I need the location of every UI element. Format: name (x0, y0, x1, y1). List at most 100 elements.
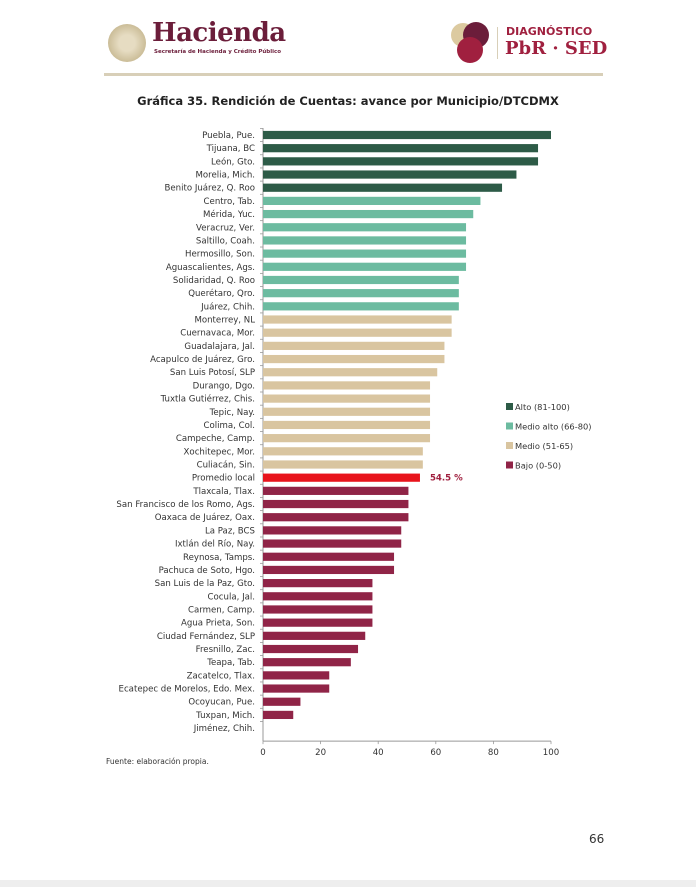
chart-title: Gráfica 35. Rendición de Cuentas: avance… (137, 94, 559, 108)
bar (263, 157, 539, 166)
bar (263, 671, 330, 680)
page-number: 66 (589, 832, 605, 846)
bar (263, 275, 459, 285)
category-label: Monterrey, NL (194, 316, 255, 326)
x-tick-label: 40 (373, 748, 384, 758)
bar (263, 223, 467, 232)
category-label: Carmen, Camp. (188, 605, 255, 615)
category-label: Tepic, Nay. (209, 408, 255, 418)
category-label: Fresnillo, Zac. (196, 645, 255, 655)
legend-swatch (506, 403, 513, 410)
category-label: Jiménez, Chih. (193, 723, 255, 734)
bar (263, 368, 438, 377)
x-tick-label: 100 (543, 748, 559, 758)
category-label: Mérida, Yuc. (203, 209, 255, 220)
category-label: Agua Prieta, Son. (181, 619, 255, 629)
category-label: Colima, Col. (203, 421, 255, 431)
legend-label: Medio alto (66-80) (515, 422, 592, 432)
category-label: San Francisco de los Romo, Ags. (116, 500, 255, 510)
bar (263, 447, 423, 456)
category-label: Ixtlán del Río, Nay. (175, 540, 255, 550)
legend-label: Medio (51-65) (515, 441, 573, 451)
bar (263, 658, 351, 667)
category-label: Puebla, Pue. (202, 131, 255, 141)
bar (263, 486, 409, 495)
category-label: Centro, Tab. (204, 197, 255, 207)
category-label: Zacatelco, Tlax. (187, 671, 255, 681)
bar (263, 552, 395, 561)
bar (263, 236, 467, 245)
category-label: Solidaridad, Q. Roo (173, 276, 255, 286)
bar (263, 434, 431, 443)
x-tick-label: 20 (315, 748, 326, 758)
category-label: San Luis de la Paz, Gto. (155, 579, 255, 589)
bar (263, 513, 409, 522)
header-divider (104, 73, 603, 76)
bar (263, 539, 402, 548)
bar (263, 526, 402, 535)
legend-label: Alto (81-100) (515, 402, 570, 412)
category-label: Querétaro, Qro. (188, 288, 255, 299)
category-label: La Paz, BCS (205, 526, 255, 536)
bar (263, 249, 467, 258)
bar (263, 407, 431, 416)
category-label: Cuernavaca, Mor. (180, 329, 255, 339)
pbr-sed-logo-icon (451, 22, 489, 63)
bar (263, 420, 431, 430)
program-subtitle: PbR · SED (505, 38, 608, 59)
category-label: Benito Juárez, Q. Roo (164, 184, 255, 194)
bar (263, 302, 459, 311)
legend-swatch (506, 442, 513, 449)
bar (263, 605, 373, 614)
bar (263, 394, 431, 403)
bar (263, 209, 474, 219)
bar (263, 144, 539, 153)
bar (263, 170, 517, 179)
bar (263, 697, 301, 706)
bar (263, 631, 366, 640)
bar (263, 262, 467, 271)
legend-swatch (506, 422, 513, 430)
bar (263, 130, 551, 140)
hacienda-subtitle: Secretaría de Hacienda y Crédito Público (154, 49, 282, 55)
category-label: Culiacán, Sin. (197, 461, 255, 471)
bar (263, 499, 409, 509)
category-label: Cocula, Jal. (208, 592, 255, 602)
bar (263, 460, 423, 469)
category-label: Morelia, Mich. (195, 171, 255, 181)
category-label: Juárez, Chih. (200, 302, 255, 312)
category-label: Tuxtla Gutiérrez, Chis. (160, 394, 255, 405)
bar (263, 354, 445, 364)
category-label: Veracruz, Ver. (196, 223, 255, 233)
category-label: Tuxpan, Mich. (195, 711, 255, 721)
bar (263, 341, 445, 350)
bar (263, 618, 373, 627)
mexico-seal-logo (108, 24, 146, 62)
category-label: Oaxaca de Juárez, Oax. (155, 513, 255, 523)
bar (263, 289, 459, 298)
logo-separator (497, 27, 498, 59)
category-label: Guadalajara, Jal. (184, 342, 255, 352)
category-label: León, Gto. (211, 156, 255, 167)
category-label: Campeche, Camp. (176, 434, 255, 444)
category-label: Tlaxcala, Tlax. (192, 487, 255, 497)
category-label: Aguascalientes, Ags. (166, 263, 255, 273)
category-label: Durango, Dgo. (193, 381, 255, 391)
legend-label: Bajo (0-50) (515, 461, 561, 471)
category-label: Promedio local (192, 474, 255, 484)
source-note: Fuente: elaboración propia. (106, 757, 209, 766)
category-label: Acapulco de Juárez, Gro. (150, 355, 255, 365)
category-label: Hermosillo, Son. (185, 250, 255, 260)
category-label: Pachuca de Soto, Hgo. (159, 566, 255, 576)
bar (263, 710, 294, 720)
bar (263, 565, 395, 575)
category-label: Ocoyucan, Pue. (188, 698, 255, 708)
bar (263, 644, 359, 654)
bar (263, 183, 503, 192)
bar (263, 473, 420, 482)
bar (263, 592, 373, 601)
category-label: Reynosa, Tamps. (183, 553, 255, 563)
category-label: Tijuana, BC (206, 144, 255, 154)
